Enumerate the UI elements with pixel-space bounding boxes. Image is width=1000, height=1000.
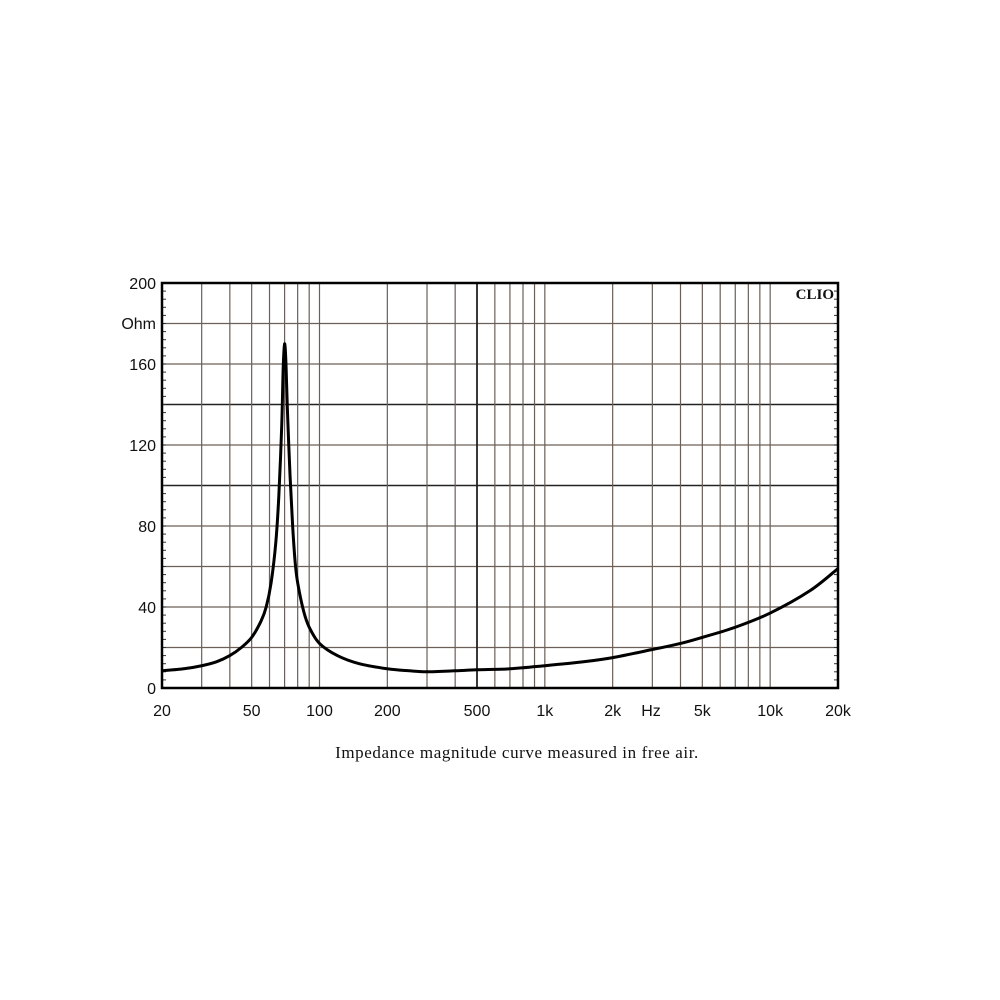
plot-frame [160, 281, 840, 690]
x-tick-label: 50 [243, 703, 261, 720]
x-tick-label: 1k [536, 703, 554, 720]
x-tick-label: 200 [374, 703, 401, 720]
y-tick-label: 120 [129, 438, 156, 455]
x-tick-label: 20k [825, 703, 852, 720]
y-tick-label: 40 [138, 600, 156, 617]
chart-caption: Impedance magnitude curve measured in fr… [335, 743, 699, 762]
y-tick-labels: 0 40 80 120 160 200 [129, 276, 156, 698]
x-tick-label: 5k [694, 703, 712, 720]
x-tick-label: 20 [153, 703, 171, 720]
y-tick-label: 80 [138, 519, 156, 536]
x-tick-label: 500 [464, 703, 491, 720]
y-tick-label: 0 [147, 681, 156, 698]
x-axis-label: Hz [641, 703, 661, 720]
y-axis-label: Ohm [121, 316, 156, 333]
curve-layer [161, 342, 839, 674]
x-tick-label: 100 [306, 703, 333, 720]
grid [162, 283, 838, 688]
x-tick-labels: 20 50 100 200 500 1k 2k 5k 10k 20k [153, 703, 852, 720]
impedance-curve [161, 342, 839, 674]
y-tick-label: 160 [129, 357, 156, 374]
clio-brand: CLIO [796, 287, 834, 303]
x-tick-label: 2k [604, 703, 622, 720]
x-tick-label: 10k [757, 703, 784, 720]
y-tick-label: 200 [129, 276, 156, 293]
